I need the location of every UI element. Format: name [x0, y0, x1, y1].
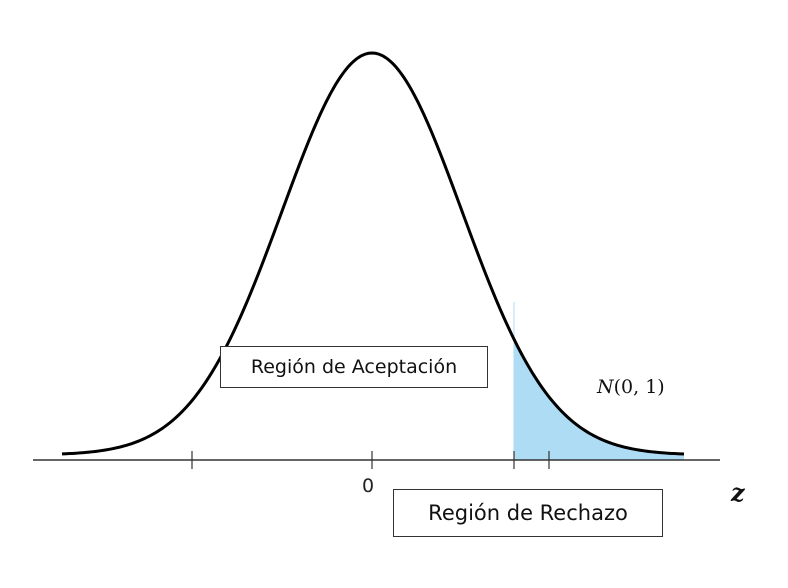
rejection-region-label: Región de Rechazo [393, 489, 663, 537]
distribution-label: N(0, 1) [597, 376, 665, 398]
normal-curve [61, 51, 685, 456]
rejection-region-area [514, 339, 684, 460]
axis-variable-label: z [731, 478, 745, 507]
tick-label-zero: 0 [362, 475, 375, 497]
distribution-symbol: N [597, 376, 614, 398]
distribution-params: (0, 1) [613, 376, 665, 398]
acceptance-region-label: Región de Aceptación [220, 346, 488, 388]
